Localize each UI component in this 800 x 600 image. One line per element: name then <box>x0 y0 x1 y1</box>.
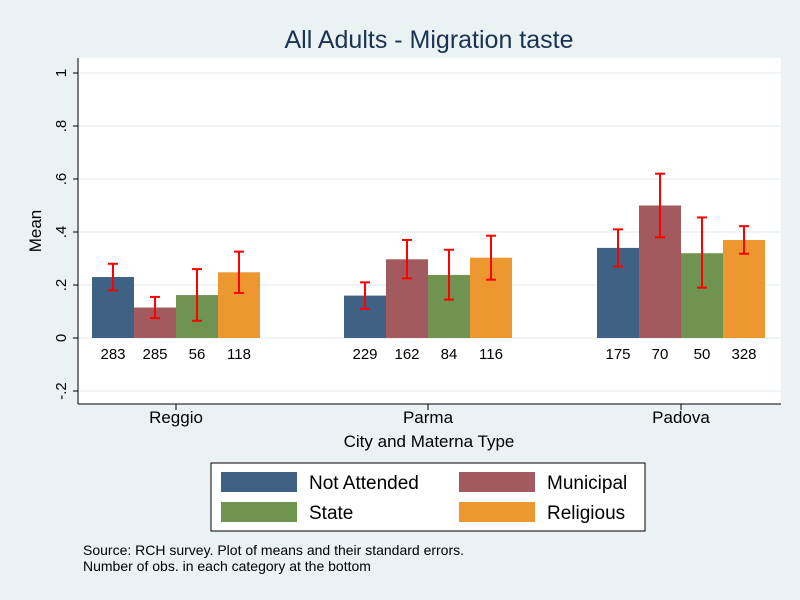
source-note: Source: RCH survey. Plot of means and th… <box>83 542 465 558</box>
x-axis-label: City and Materna Type <box>344 432 515 451</box>
count-label: 175 <box>605 346 630 363</box>
error-bars <box>108 172 749 322</box>
legend: Not Attended Municipal State Religious <box>221 472 627 524</box>
chart-title: All Adults - Migration taste <box>284 26 573 54</box>
legend-swatch <box>459 502 535 522</box>
count-label: 50 <box>694 346 711 363</box>
bars <box>92 205 765 338</box>
legend-swatch <box>221 502 297 522</box>
obs-note: Number of obs. in each category at the b… <box>83 558 371 574</box>
x-tick-label: Padova <box>652 408 710 427</box>
count-label: 229 <box>352 346 377 363</box>
y-tick-label: .8 <box>53 120 70 133</box>
count-label: 283 <box>100 346 125 363</box>
y-tick-label: .2 <box>53 279 70 292</box>
legend-swatch <box>459 472 535 492</box>
y-axis-label: Mean <box>26 210 45 253</box>
bar <box>723 239 765 338</box>
legend-label: Religious <box>547 503 625 524</box>
count-label: 328 <box>731 346 756 363</box>
legend-label: State <box>309 503 353 524</box>
count-label: 70 <box>652 346 669 363</box>
count-label: 56 <box>189 346 206 363</box>
legend-label: Not Attended <box>309 473 419 494</box>
y-tick-label: 0 <box>53 334 70 342</box>
x-tick-label: Reggio <box>149 408 203 427</box>
y-tick-label: -.2 <box>53 382 70 400</box>
y-tick-label: 1 <box>53 69 70 77</box>
x-axis-categories: Reggio Parma Padova <box>149 404 710 427</box>
count-label: 84 <box>441 346 458 363</box>
count-label: 118 <box>227 346 251 363</box>
y-tick-label: .6 <box>53 173 70 186</box>
x-tick-label: Parma <box>403 408 454 427</box>
legend-swatch <box>221 472 297 492</box>
y-axis-ticks: -.2 0 .2 .4 .6 .8 1 <box>53 69 78 400</box>
y-tick-label: .4 <box>53 226 70 239</box>
count-labels: 283 285 56 118 229 162 84 116 175 70 50 328 <box>100 346 756 363</box>
count-label: 116 <box>479 346 503 363</box>
legend-label: Municipal <box>547 473 627 494</box>
count-label: 162 <box>394 346 419 363</box>
count-label: 285 <box>142 346 167 363</box>
